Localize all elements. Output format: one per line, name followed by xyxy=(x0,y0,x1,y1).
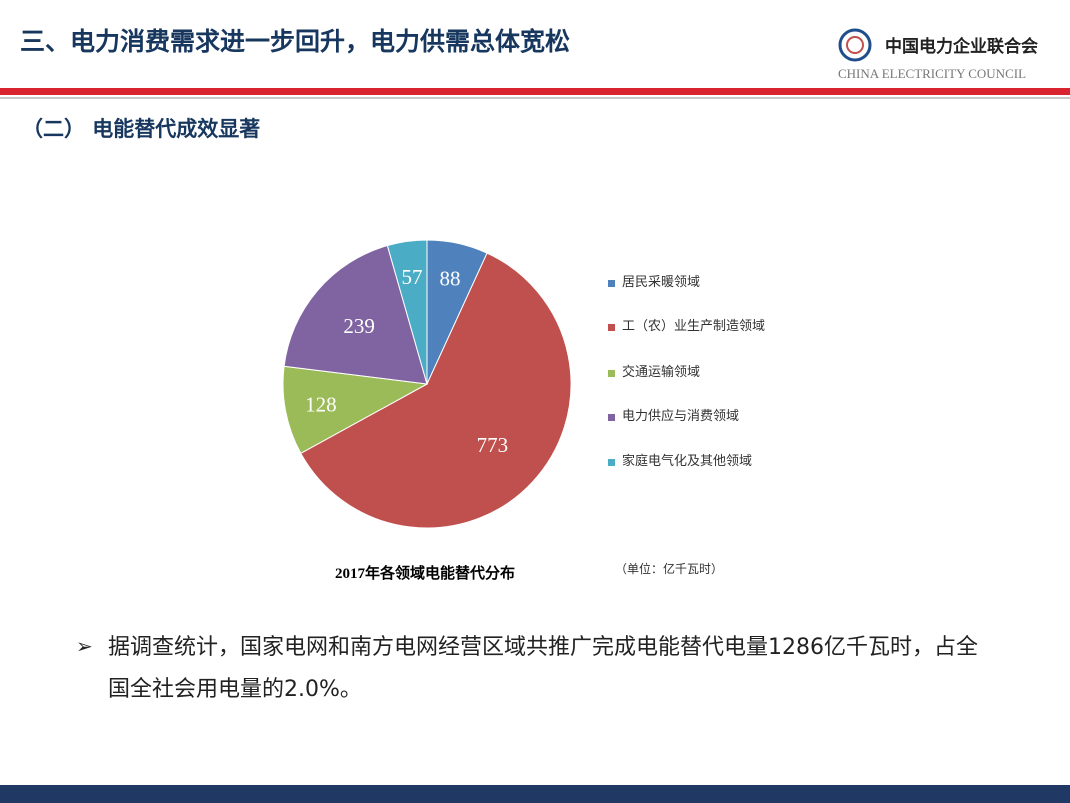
data-label: 128 xyxy=(305,392,337,416)
data-label: 773 xyxy=(477,433,509,457)
pie: 88 773 128 239 57 xyxy=(282,239,572,529)
unit-note: （单位：亿千瓦时） xyxy=(615,561,723,576)
legend-item: 家庭电气化及其他领域 xyxy=(608,452,773,472)
section-title: （二） 电能替代成效显著 xyxy=(22,117,260,141)
legend-swatch xyxy=(608,324,615,331)
legend-item: 电力供应与消费领域 xyxy=(608,407,773,427)
org-name: 中国电力企业联合会 xyxy=(885,36,1038,57)
header-rule-thin xyxy=(0,97,1070,99)
header-rule xyxy=(0,88,1070,95)
legend-item: 居民采暖领域 xyxy=(608,273,773,293)
data-label: 57 xyxy=(401,265,422,289)
data-label: 239 xyxy=(343,314,375,338)
legend-swatch xyxy=(608,459,615,466)
footer-band xyxy=(0,785,1070,803)
legend-label: 居民采暖领域 xyxy=(622,275,701,290)
org-name-en: CHINA ELECTRICITY COUNCIL xyxy=(838,66,1026,81)
pie-slice xyxy=(300,252,572,529)
chart-title: 2017年各领域电能替代分布 xyxy=(335,564,515,582)
legend-swatch xyxy=(608,370,615,377)
legend-label: 家庭电气化及其他领域 xyxy=(622,454,753,469)
legend-label: 工（农）业生产制造领域 xyxy=(622,319,766,334)
bullet-marker: ➢ xyxy=(76,634,93,658)
slide-title: 三、电力消费需求进一步回升，电力供需总体宽松 xyxy=(20,27,570,56)
pie-slice xyxy=(386,239,428,385)
logo xyxy=(838,28,872,62)
legend-swatch xyxy=(608,280,615,287)
legend-label: 电力供应与消费领域 xyxy=(622,409,740,424)
legend-item: 工（农）业生产制造领域 xyxy=(608,317,773,337)
pie-slice xyxy=(282,365,429,455)
bullet-text: 据调查统计，国家电网和南方电网经营区域共推广完成电能替代电量1286亿千瓦时，占… xyxy=(108,635,978,702)
legend-item: 交通运输领域 xyxy=(608,363,773,383)
pie-slice xyxy=(283,244,428,385)
legend-swatch xyxy=(608,414,615,421)
legend-label: 交通运输领域 xyxy=(622,365,701,380)
data-label: 88 xyxy=(440,266,461,290)
